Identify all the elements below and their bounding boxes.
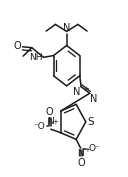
Text: O: O [77,158,85,168]
Text: N: N [47,117,53,126]
Text: ⁻O: ⁻O [33,122,45,131]
Text: S: S [87,117,94,127]
Text: NH: NH [30,53,43,62]
Text: O: O [46,107,54,116]
Text: +: + [83,86,89,92]
Text: N: N [73,87,80,97]
Text: O: O [14,41,22,51]
Text: N: N [63,23,70,33]
Text: +: + [84,147,90,153]
Text: +: + [52,119,58,125]
Text: O⁻: O⁻ [89,144,100,153]
Text: N: N [90,94,98,104]
Text: N: N [78,149,84,158]
